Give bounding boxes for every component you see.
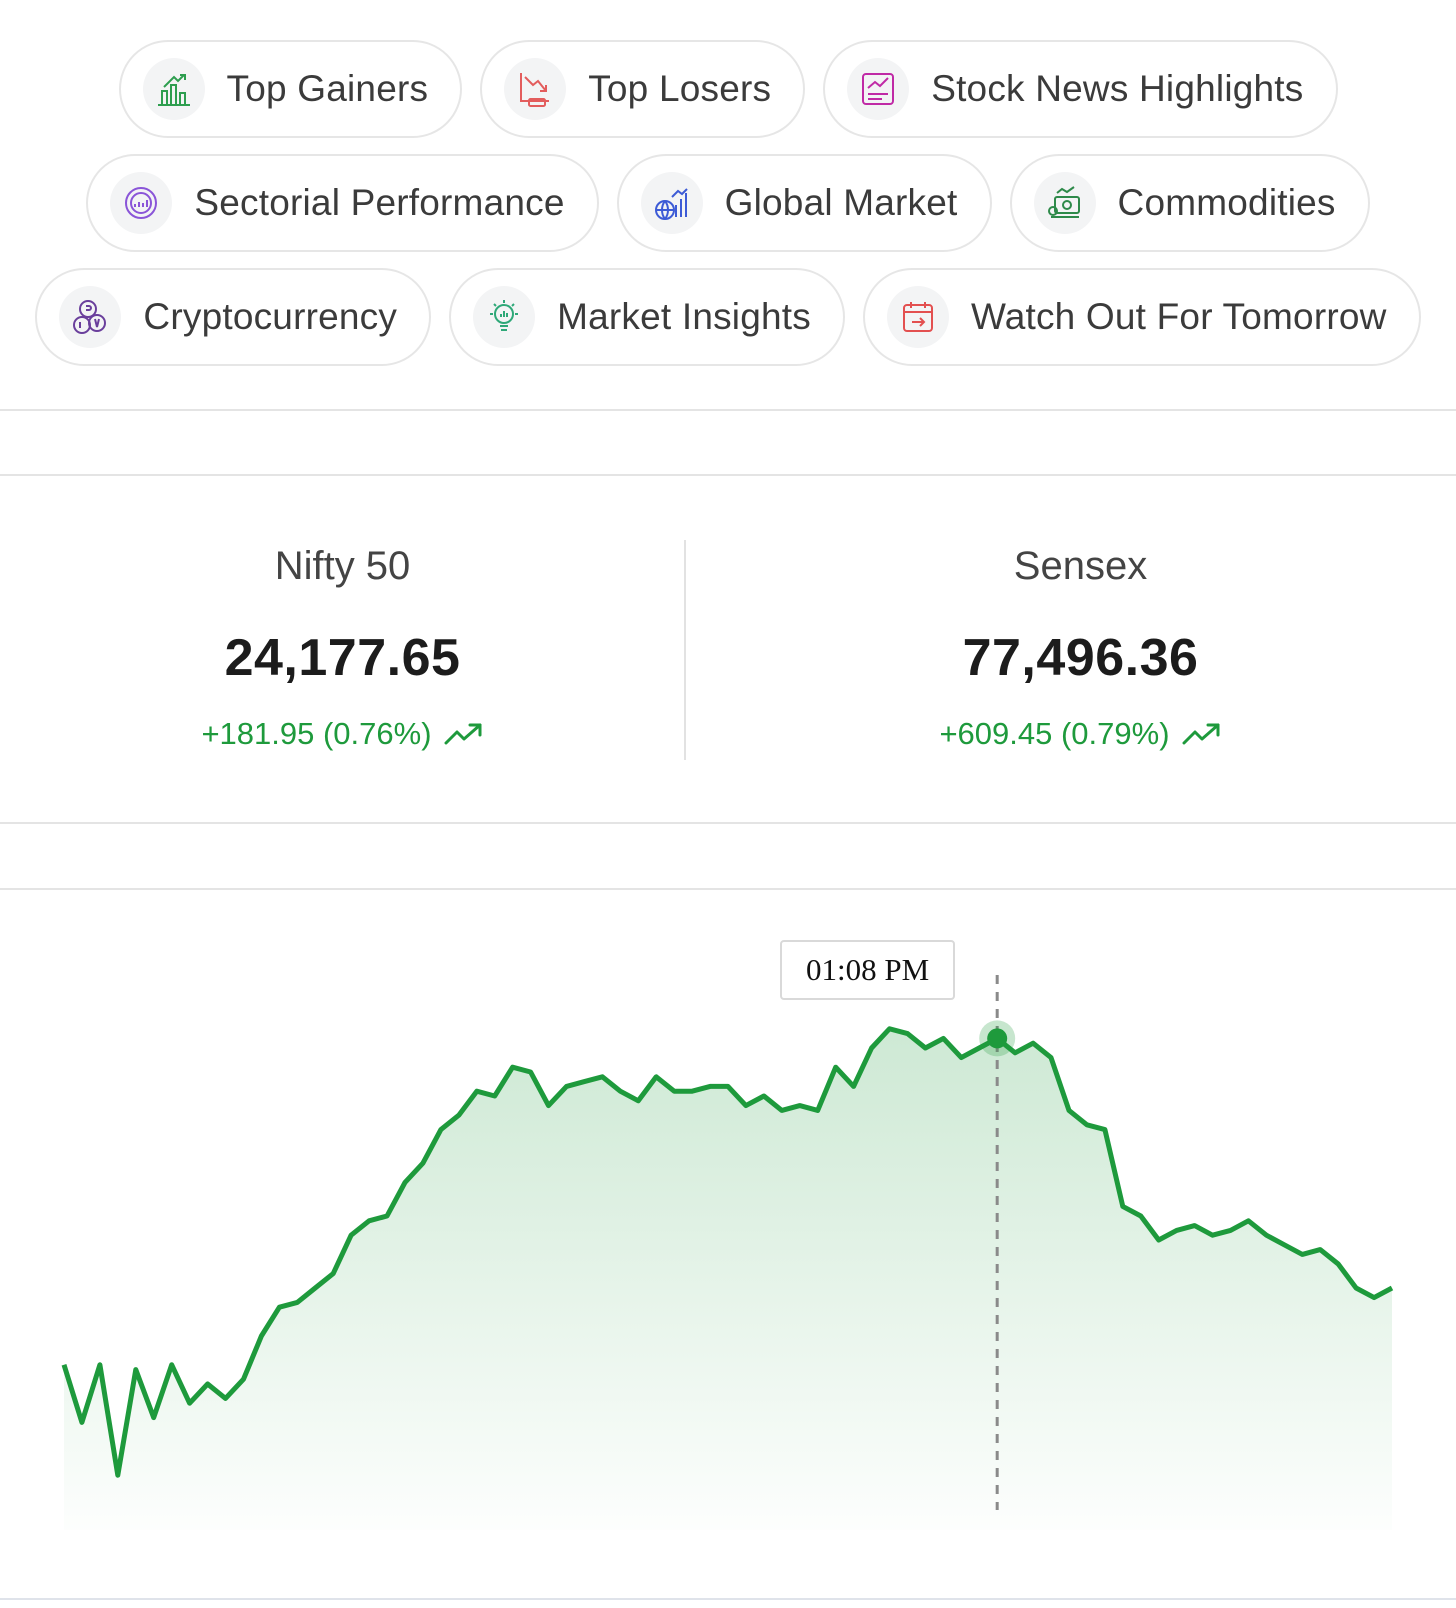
sectorial-performance-icon <box>110 172 173 234</box>
index-name: Sensex <box>1013 544 1148 588</box>
quick-links-row-2: Sectorial Performance Global Market Comm… <box>0 154 1456 252</box>
stock-news-icon <box>847 58 910 120</box>
index-change-text: +609.45 (0.79%) <box>939 716 1170 751</box>
highlight-point[interactable] <box>987 1028 1008 1049</box>
quick-links-row-1: Top Gainers Top Losers Stock News Highli… <box>0 40 1456 138</box>
index-value: 77,496.36 <box>962 629 1199 687</box>
chip-label: Sectorial Performance <box>194 182 565 223</box>
index-name: Nifty 50 <box>274 544 411 588</box>
index-divider <box>684 540 686 760</box>
index-change: +609.45 (0.79%) <box>939 714 1221 754</box>
chip-stock-news-highlights[interactable]: Stock News Highlights <box>823 40 1338 138</box>
chip-top-losers[interactable]: Top Losers <box>480 40 806 138</box>
commodities-icon <box>1033 172 1096 234</box>
quick-links: Top Gainers Top Losers Stock News Highli… <box>0 40 1456 382</box>
cryptocurrency-icon <box>59 286 122 348</box>
chip-top-gainers[interactable]: Top Gainers <box>118 40 463 138</box>
quick-links-row-3: Cryptocurrency Market Insights Watch Out… <box>0 268 1456 366</box>
chip-label: Global Market <box>724 182 958 223</box>
chip-label: Watch Out For Tomorrow <box>970 296 1387 337</box>
divider <box>0 888 1456 890</box>
trending-up-icon <box>1182 723 1220 745</box>
market-indices: Nifty 50 24,177.65 +181.95 (0.76%) Sense… <box>0 540 1456 760</box>
divider <box>0 409 1456 411</box>
chip-sectorial-performance[interactable]: Sectorial Performance <box>86 154 599 252</box>
chip-label: Cryptocurrency <box>143 296 398 337</box>
index-card-nifty50[interactable]: Nifty 50 24,177.65 +181.95 (0.76%) <box>0 540 685 754</box>
chip-commodities[interactable]: Commodities <box>1009 154 1370 252</box>
chip-cryptocurrency[interactable]: Cryptocurrency <box>35 268 432 366</box>
chip-market-insights[interactable]: Market Insights <box>449 268 845 366</box>
divider <box>0 822 1456 824</box>
index-change-text: +181.95 (0.76%) <box>201 716 432 751</box>
chip-global-market[interactable]: Global Market <box>616 154 992 252</box>
chip-label: Stock News Highlights <box>931 68 1304 109</box>
calendar-icon <box>886 286 949 348</box>
intraday-chart-svg <box>61 975 1394 1530</box>
chart-tooltip: 01:08 PM <box>780 940 956 1000</box>
chart-area-fill <box>64 1028 1392 1530</box>
trending-up-icon <box>444 723 482 745</box>
chip-label: Top Gainers <box>226 68 429 109</box>
divider <box>0 1598 1456 1600</box>
global-market-icon <box>640 172 703 234</box>
market-insights-icon <box>473 286 536 348</box>
chip-label: Top Losers <box>588 68 772 109</box>
chip-watch-out-for-tomorrow[interactable]: Watch Out For Tomorrow <box>862 268 1421 366</box>
index-change: +181.95 (0.76%) <box>201 714 483 754</box>
index-card-sensex[interactable]: Sensex 77,496.36 +609.45 (0.79%) <box>738 540 1423 754</box>
index-value: 24,177.65 <box>224 629 461 687</box>
intraday-chart[interactable]: 01:08 PM <box>0 890 1456 1603</box>
chip-label: Market Insights <box>557 296 811 337</box>
chip-label: Commodities <box>1117 182 1336 223</box>
divider <box>0 474 1456 476</box>
chart-series-line <box>61 1026 1394 1478</box>
top-gainers-icon <box>142 58 205 120</box>
top-losers-icon <box>504 58 567 120</box>
